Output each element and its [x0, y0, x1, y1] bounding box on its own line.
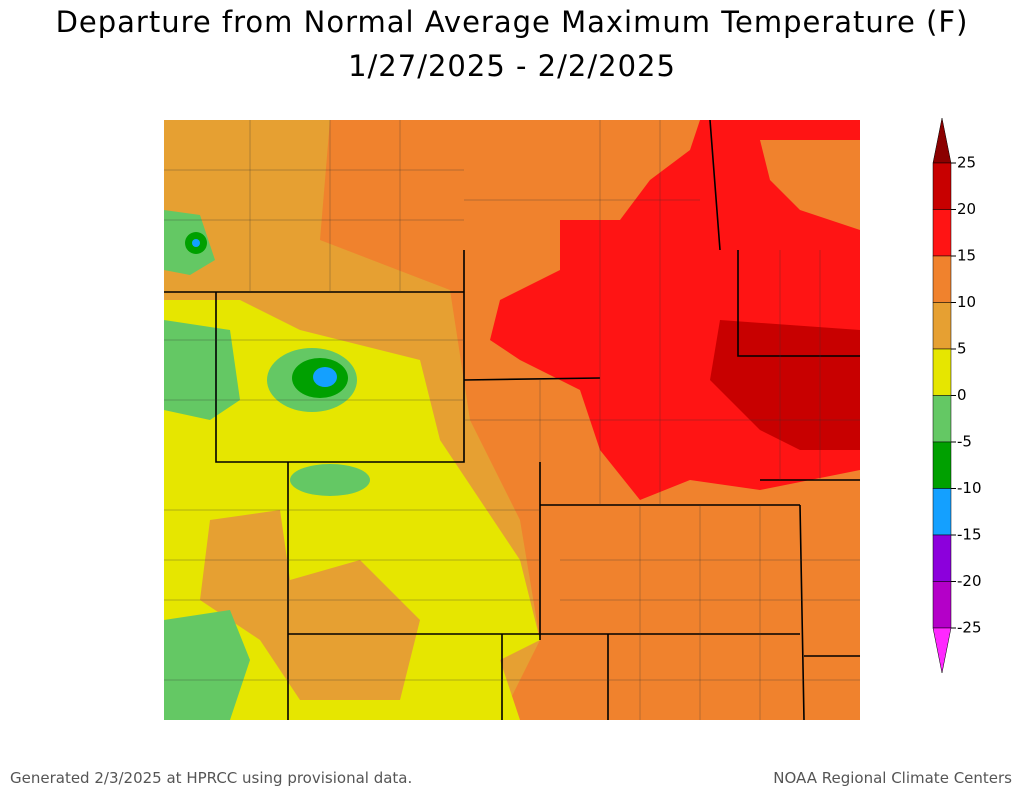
- color-band: [932, 162, 952, 210]
- color-band: [932, 348, 952, 396]
- region-blue: [192, 239, 200, 247]
- region-green-s: [290, 464, 370, 496]
- legend-tick-label: -10: [957, 479, 982, 497]
- color-band: [932, 209, 952, 257]
- region-blue-c: [313, 367, 337, 387]
- legend-tick-label: 25: [957, 154, 976, 172]
- region-green-w: [164, 320, 240, 420]
- region-green-sw: [164, 610, 250, 720]
- region-orange-ne: [760, 140, 860, 230]
- region-light-orange-2: [200, 510, 420, 700]
- footer-right: NOAA Regional Climate Centers: [773, 769, 1012, 787]
- region-dark-red: [710, 320, 860, 450]
- color-band: [932, 488, 952, 536]
- legend-tick-label: -25: [957, 619, 982, 637]
- color-band: [932, 117, 952, 164]
- color-band: [932, 255, 952, 303]
- legend-tick-label: 5: [957, 340, 967, 358]
- legend-tick-label: -5: [957, 433, 972, 451]
- subtitle: 1/27/2025 - 2/2/2025: [348, 49, 676, 83]
- legend-tick-label: 10: [957, 293, 976, 311]
- color-legend: 25 20 15 10 5 0 -5 -10 -15 -20 -25: [932, 117, 982, 674]
- color-band: [932, 581, 952, 629]
- color-band: [932, 627, 952, 674]
- title: Departure from Normal Average Maximum Te…: [56, 5, 969, 39]
- legend-tick-label: -20: [957, 572, 982, 590]
- legend-tick-label: 20: [957, 200, 976, 218]
- color-band: [932, 441, 952, 489]
- color-band: [932, 534, 952, 582]
- map: [164, 119, 860, 721]
- legend-tick-label: -15: [957, 526, 982, 544]
- color-band: [932, 302, 952, 350]
- state-borders: [164, 119, 860, 721]
- footer-left: Generated 2/3/2025 at HPRCC using provis…: [10, 769, 412, 787]
- color-band: [932, 395, 952, 443]
- legend-tick-label: 15: [957, 247, 976, 265]
- legend-tick-label: 0: [957, 386, 967, 404]
